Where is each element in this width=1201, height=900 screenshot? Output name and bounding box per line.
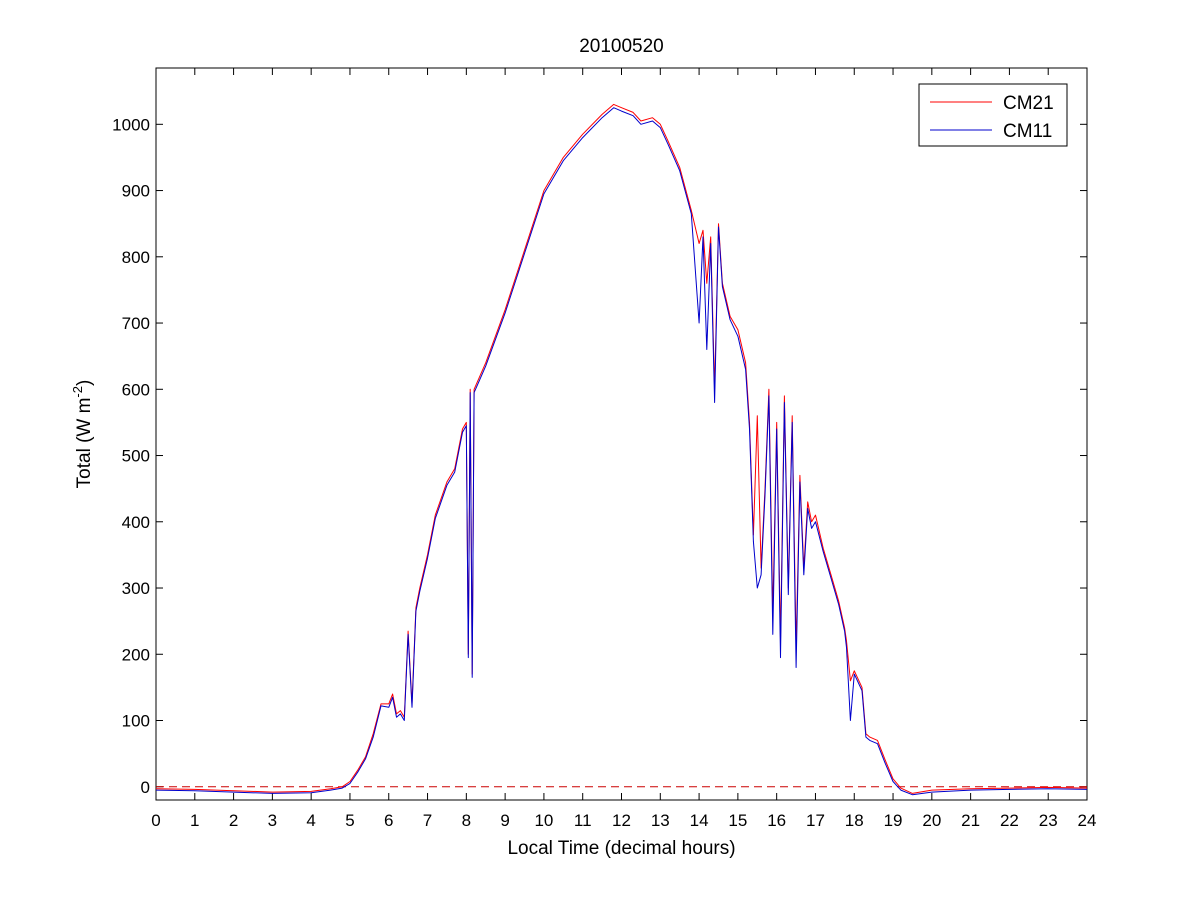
series-line-cm21 xyxy=(155,103,1088,794)
plot-area xyxy=(155,67,1088,801)
legend-label-cm11: CM11 xyxy=(1003,121,1052,142)
legend: CM21 CM11 xyxy=(918,83,1068,147)
y-tick-label: 600 xyxy=(122,380,150,399)
x-tick-label: 13 xyxy=(651,811,670,830)
y-tick-label: 1000 xyxy=(112,115,150,134)
y-axis-label-suffix: ) xyxy=(74,380,95,386)
x-tick-label: 12 xyxy=(612,811,631,830)
x-axis-label: Local Time (decimal hours) xyxy=(507,838,735,859)
x-tick-label: 21 xyxy=(961,811,980,830)
x-tick-label: 9 xyxy=(500,811,509,830)
x-tick-label: 17 xyxy=(806,811,825,830)
x-tick-label: 14 xyxy=(690,811,709,830)
legend-box xyxy=(918,83,1068,147)
plot-lines xyxy=(155,103,1088,796)
y-axis-label-base: Total (W m xyxy=(74,398,95,489)
x-tick-label: 3 xyxy=(268,811,277,830)
x-tick-label: 4 xyxy=(306,811,315,830)
x-tick-label: 16 xyxy=(767,811,786,830)
y-tick-label: 200 xyxy=(122,645,150,664)
y-tick-label: 700 xyxy=(122,314,150,333)
y-axis-label: Total (W m-2) xyxy=(70,380,95,489)
x-tick-label: 7 xyxy=(423,811,432,830)
x-tick-label: 11 xyxy=(574,811,592,830)
series-line-cm11 xyxy=(155,107,1088,796)
x-tick-label: 15 xyxy=(728,811,747,830)
x-tick-label: 0 xyxy=(151,811,160,830)
x-tick-label: 18 xyxy=(845,811,864,830)
x-tick-label: 6 xyxy=(384,811,393,830)
x-tick-label: 10 xyxy=(534,811,553,830)
y-axis-label-exponent: -2 xyxy=(70,386,85,398)
x-tick-label: 20 xyxy=(922,811,941,830)
y-tick-label: 400 xyxy=(122,513,150,532)
y-tick-label: 300 xyxy=(122,579,150,598)
x-tick-label: 23 xyxy=(1039,811,1058,830)
y-tick-label: 900 xyxy=(122,182,150,201)
x-tick-label: 5 xyxy=(345,811,354,830)
y-tick-label: 100 xyxy=(122,712,150,731)
x-tick-label: 22 xyxy=(1000,811,1019,830)
y-tick-label: 800 xyxy=(122,248,150,267)
x-tick-label: 8 xyxy=(462,811,471,830)
x-tick-label: 2 xyxy=(229,811,238,830)
x-tick-label: 24 xyxy=(1078,811,1097,830)
legend-label-cm21: CM21 xyxy=(1003,93,1054,114)
x-tick-label: 1 xyxy=(190,811,199,830)
y-tick-label: 0 xyxy=(141,778,150,797)
chart-title: 20100520 xyxy=(579,36,664,57)
y-tick-label: 500 xyxy=(122,447,150,466)
axis-ticks: 0 1 2 3 4 5 6 7 8 9 10 11 12 13 14 15 16 17 18 19 20 21 22 23 24… xyxy=(112,68,1096,830)
x-tick-label: 19 xyxy=(884,811,903,830)
